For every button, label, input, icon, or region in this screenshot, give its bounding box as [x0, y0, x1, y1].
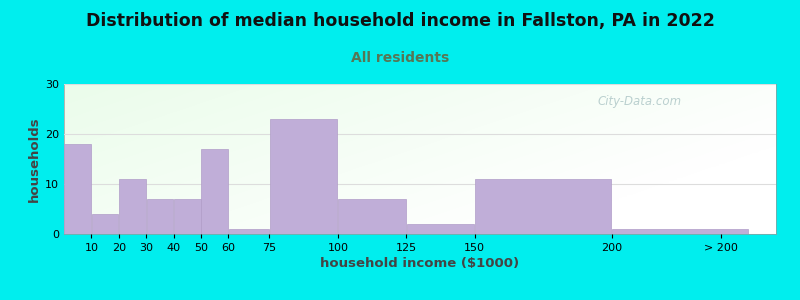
Bar: [146, 199, 173, 234]
Bar: [270, 119, 338, 234]
Text: Distribution of median household income in Fallston, PA in 2022: Distribution of median household income …: [86, 12, 714, 30]
Bar: [612, 229, 748, 234]
Bar: [119, 179, 146, 234]
Y-axis label: households: households: [28, 116, 41, 202]
Text: City-Data.com: City-Data.com: [598, 95, 682, 109]
Bar: [229, 229, 269, 234]
X-axis label: household income ($1000): household income ($1000): [321, 257, 519, 270]
Bar: [475, 179, 611, 234]
Bar: [338, 199, 406, 234]
Text: All residents: All residents: [351, 51, 449, 65]
Bar: [406, 224, 474, 234]
Bar: [92, 214, 118, 234]
Bar: [202, 149, 228, 234]
Bar: [65, 144, 91, 234]
Bar: [174, 199, 201, 234]
